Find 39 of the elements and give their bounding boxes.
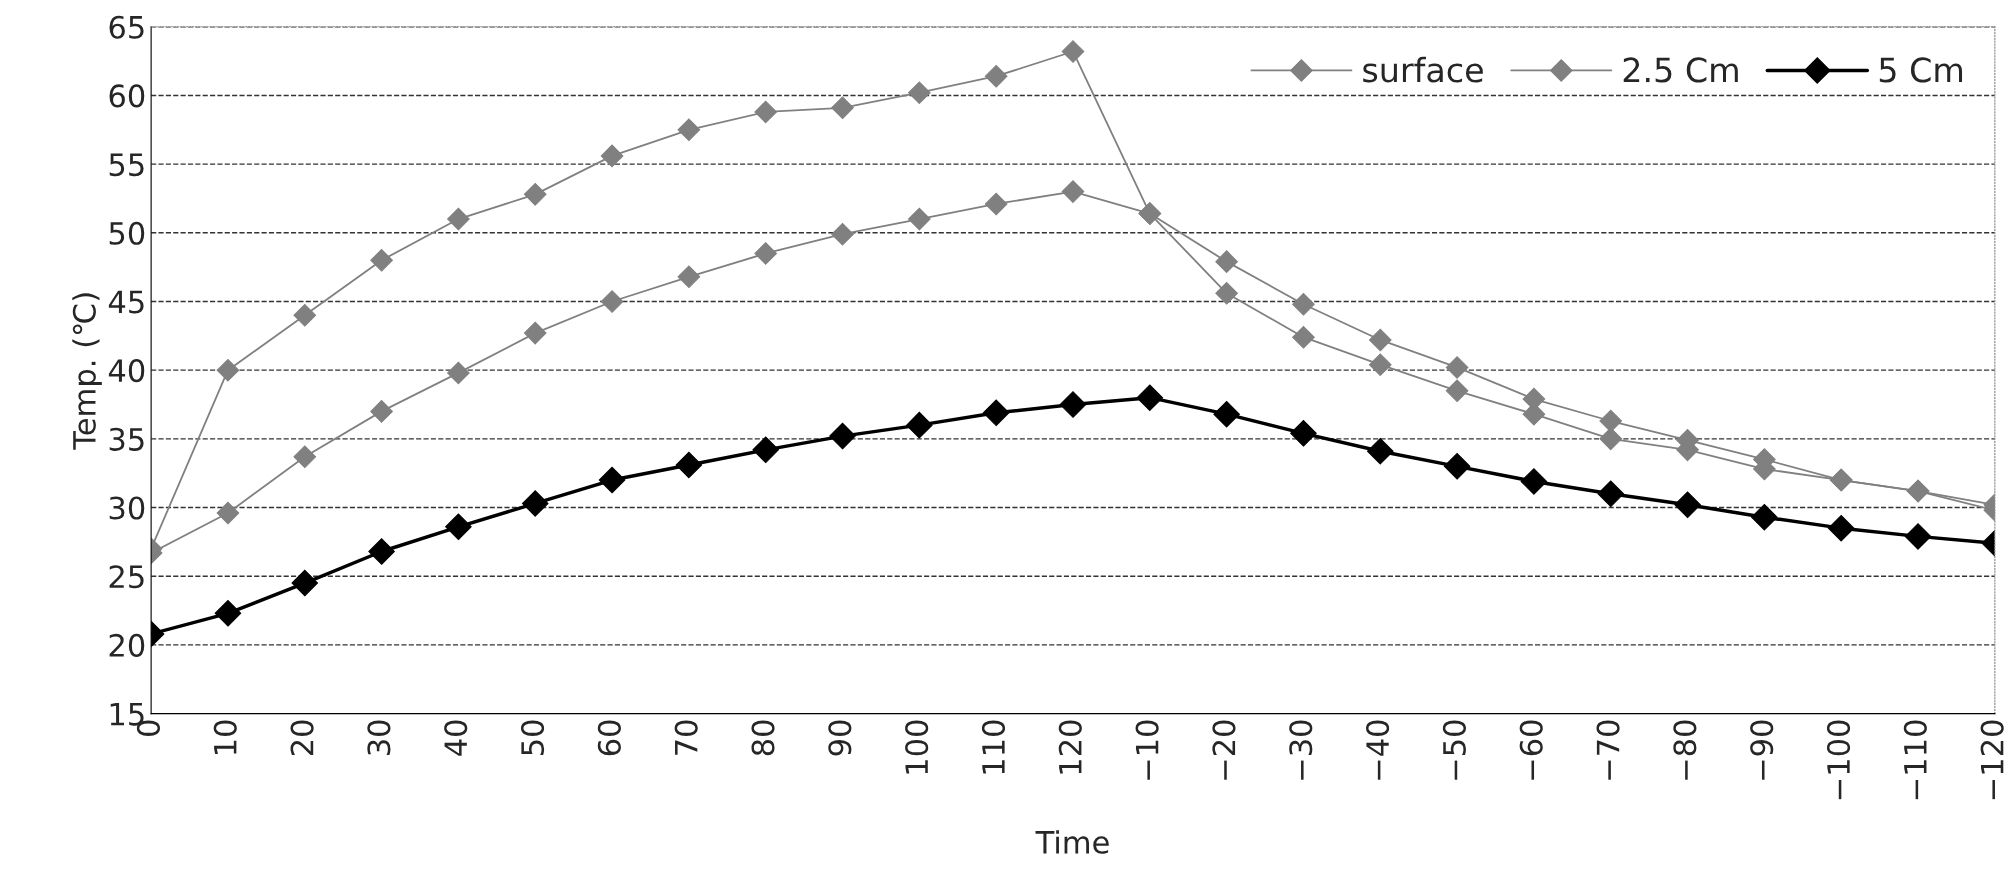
- legend-label: 5 Cm: [1879, 57, 1963, 83]
- y-tick-label: 30: [109, 496, 145, 520]
- x-tick-label: −120: [1980, 720, 2004, 800]
- x-tick-label: 30: [367, 720, 391, 756]
- y-tick-label: 20: [109, 633, 145, 657]
- x-tick-label: −70: [1596, 720, 1620, 780]
- legend-label: surface: [1363, 56, 1483, 83]
- x-tick-label: 70: [674, 720, 698, 755]
- y-tick-label: 60: [109, 84, 145, 108]
- x-tick-label: 10: [213, 720, 237, 754]
- legend-label: 2.5 Cm: [1623, 57, 1738, 83]
- x-tick-label: 80: [751, 720, 775, 756]
- x-tick-label: −10: [1135, 720, 1159, 780]
- y-axis-title: Temp. (℃): [72, 293, 102, 450]
- x-tick-label: 20: [290, 720, 314, 756]
- y-tick-label: 65: [109, 15, 144, 39]
- x-tick-label: 60: [597, 720, 621, 756]
- y-tick-label: 50: [109, 221, 145, 245]
- x-tick-label: −30: [1289, 720, 1313, 780]
- x-tick-label: 110: [981, 720, 1006, 774]
- x-tick-label: −100: [1826, 720, 1851, 800]
- x-tick-label: −40: [1366, 720, 1390, 780]
- x-tick-label: 40: [444, 720, 468, 756]
- x-tick-label: −20: [1212, 720, 1236, 780]
- y-tick-label: 35: [109, 427, 144, 451]
- x-tick-label: −50: [1442, 720, 1466, 780]
- y-tick-label: 45: [108, 290, 144, 314]
- x-tick-label: −60: [1519, 720, 1543, 780]
- x-tick-label: −80: [1673, 720, 1697, 780]
- y-tick-label: 55: [109, 153, 144, 177]
- x-tick-label: −110: [1903, 720, 1927, 800]
- x-tick-label: 100: [905, 720, 929, 774]
- y-tick-label: 40: [108, 359, 145, 383]
- x-tick-label: 120: [1058, 720, 1082, 774]
- x-axis-title: Time: [1035, 830, 1109, 854]
- x-tick-label: 50: [520, 720, 545, 755]
- x-tick-label: −90: [1750, 720, 1774, 780]
- x-tick-label: 90: [828, 720, 852, 756]
- y-tick-label: 25: [109, 565, 144, 589]
